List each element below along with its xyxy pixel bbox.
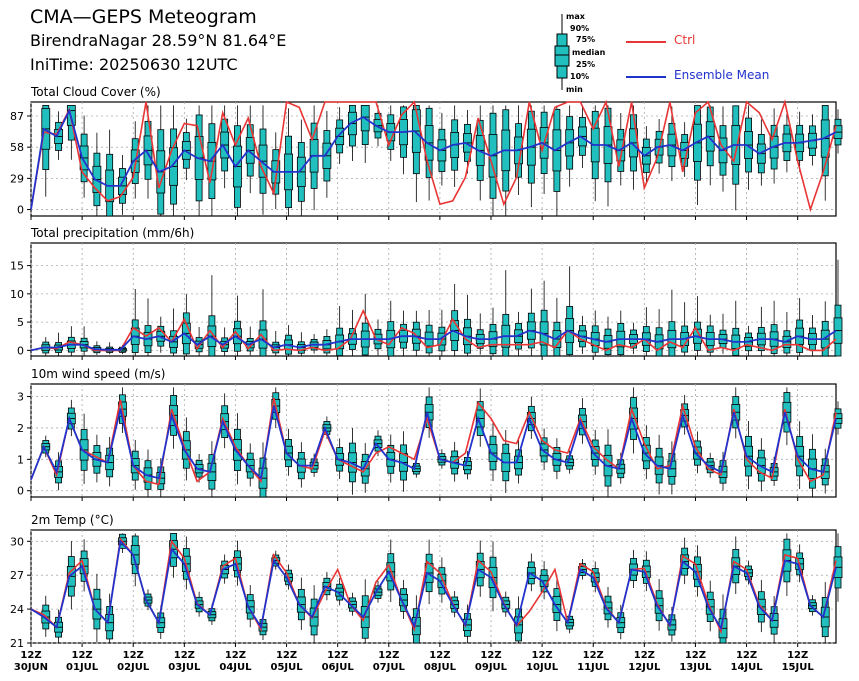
panel-3 (27, 529, 843, 647)
tick-label-x-date: 01JUL (66, 662, 99, 673)
tick-label-x-hour: 12Z (429, 650, 450, 661)
station-location: BirendraNagar 28.59°N 81.64°E (30, 31, 287, 50)
legend-median: median (572, 48, 606, 57)
tick-label-x-date: 06JUL (322, 662, 355, 673)
tick-label-y: 0 (17, 204, 24, 217)
legend-min: min (566, 85, 583, 94)
ctrl-series-line (30, 308, 837, 352)
tick-label-y: 24 (10, 603, 24, 616)
tick-label-x-date: 03JUL (168, 662, 201, 673)
tick-label-x-hour: 12Z (480, 650, 501, 661)
tick-label-y: 1 (17, 453, 24, 466)
tick-label-x-date: 05JUL (270, 662, 303, 673)
tick-label-y: 5 (17, 316, 24, 329)
tick-label-x-hour: 12Z (72, 650, 93, 661)
tick-label-x-date: 14JUL (730, 662, 763, 673)
tick-label-x-date: 13JUL (679, 662, 712, 673)
panel-title: Total Cloud Cover (%) (30, 85, 161, 99)
tick-label-y: 21 (10, 637, 24, 650)
tick-label-x-date: 08JUL (424, 662, 457, 673)
tick-label-y: 0 (17, 344, 24, 357)
panel-title: Total precipitation (mm/6h) (30, 226, 194, 240)
tick-label-y: 30 (10, 535, 24, 548)
chart-title: CMA—GEPS Meteogram (30, 6, 257, 28)
tick-label-x-hour: 12Z (787, 650, 808, 661)
ensemble-mean-line (30, 539, 837, 631)
legend-p90: 90% (570, 24, 590, 33)
tick-label-x-hour: 12Z (532, 650, 553, 661)
tick-label-y: 58 (10, 141, 24, 154)
legend-p75: 75% (576, 35, 596, 44)
legend-ctrl-label: Ctrl (674, 33, 696, 47)
tick-label-x-date: 09JUL (475, 662, 508, 673)
tick-label-x-hour: 12Z (20, 650, 41, 661)
panel-0 (27, 99, 843, 220)
legend-ctrl-line (626, 41, 666, 43)
legend-max: max (566, 12, 585, 21)
tick-label-x-hour: 12Z (583, 650, 604, 661)
panel-title: 2m Temp (°C) (31, 513, 114, 527)
tick-label-y: 2 (17, 422, 24, 435)
tick-label-x-date: 12JUL (628, 662, 661, 673)
ensemble-mean-line (30, 329, 837, 352)
panel-title: 10m wind speed (m/s) (31, 367, 165, 381)
panel-frame (30, 529, 837, 644)
tick-label-x-date: 04JUL (219, 662, 252, 673)
tick-label-x-date: 07JUL (373, 662, 406, 673)
tick-label-y: 10 (10, 288, 24, 301)
tick-label-x-date: 10JUL (526, 662, 559, 673)
legend-box-icon (554, 14, 570, 90)
tick-label-x-date: 02JUL (117, 662, 150, 673)
tick-label-x-date: 15JUL (782, 662, 815, 673)
tick-label-y: 29 (10, 172, 24, 185)
tick-label-y: 15 (10, 260, 24, 273)
legend-mean-line (626, 76, 666, 78)
tick-label-x-hour: 12Z (276, 650, 297, 661)
tick-label-y: 0 (17, 485, 24, 498)
tick-label-x-hour: 12Z (634, 650, 655, 661)
tick-label-x-hour: 12Z (327, 650, 348, 661)
tick-label-x-hour: 12Z (685, 650, 706, 661)
panel-1 (27, 242, 843, 360)
tick-label-x-hour: 12Z (123, 650, 144, 661)
legend-mean-label: Ensemble Mean (674, 68, 770, 82)
panel-2 (27, 383, 843, 501)
legend-p10: 10% (570, 72, 590, 81)
ensemble-mean-line (30, 108, 837, 210)
tick-label-x-hour: 12Z (378, 650, 399, 661)
tick-label-x-hour: 12Z (225, 650, 246, 661)
tick-label-y: 27 (10, 569, 24, 582)
tick-label-x-hour: 12Z (174, 650, 195, 661)
init-time: IniTime: 20250630 12UTC (30, 55, 238, 74)
ensemble-mean-line (30, 405, 837, 481)
tick-label-y: 3 (17, 391, 24, 404)
tick-label-x-hour: 12Z (736, 650, 757, 661)
tick-label-x-date: 11JUL (577, 662, 610, 673)
tick-label-y: 87 (10, 110, 24, 123)
legend-p25: 25% (576, 60, 596, 69)
tick-label-x-date: 30JUN (14, 662, 48, 673)
